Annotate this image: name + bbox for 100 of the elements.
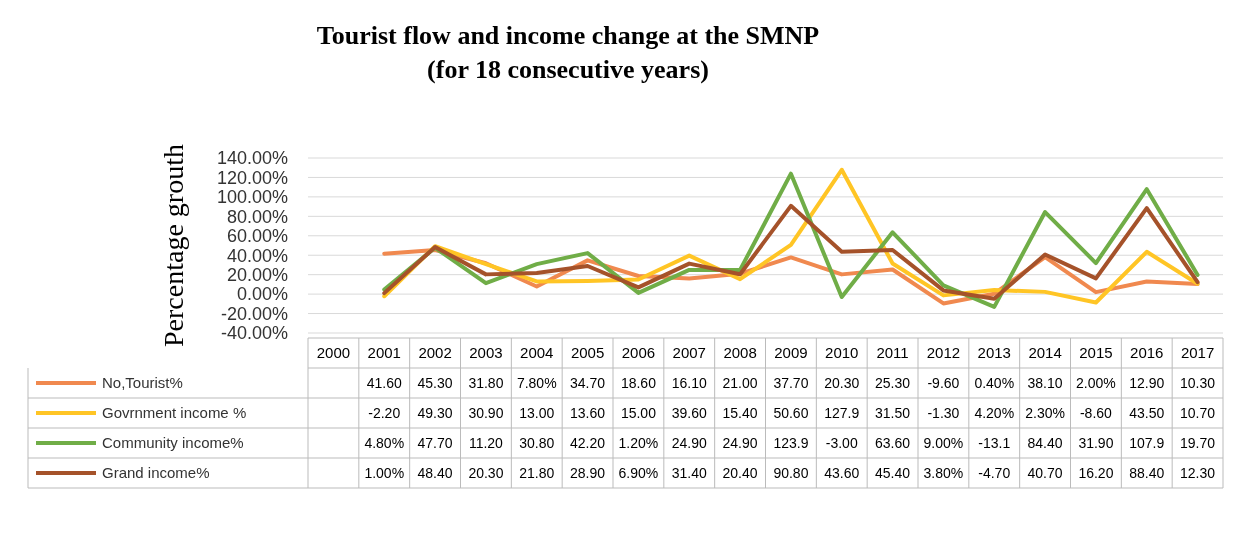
legend-label: Govrnment income % [102,404,247,422]
x-tick-label: 2015 [1079,344,1113,362]
x-tick-label: 2005 [570,344,605,362]
data-label: 16.10 [671,374,707,391]
data-label: -2.20 [368,404,401,421]
x-tick-label: 2009 [774,344,808,362]
x-tick-label: 2006 [621,344,656,362]
data-label: 30.90 [468,404,504,421]
y-tick-label: -40.00% [220,323,288,344]
data-label: 38.10 [1027,374,1063,391]
data-label: 1.20% [618,434,659,451]
data-label: 84.40 [1027,434,1063,451]
data-label: 3.80% [923,464,964,481]
y-tick-label: 120.00% [216,167,288,188]
x-tick-label: 2008 [723,344,757,362]
data-label: 4.20% [974,404,1015,421]
x-tick-label: 2016 [1130,344,1164,362]
data-label: 88.40 [1129,464,1165,481]
x-tick-label: 2013 [977,344,1011,362]
data-label: 21.80 [519,464,555,481]
data-label: 11.20 [468,434,504,451]
data-label: 48.40 [417,464,453,481]
x-tick-label: 2000 [316,344,351,362]
data-label: 41.60 [366,374,402,391]
data-label: 12.30 [1180,464,1216,481]
x-tick-label: 2014 [1028,344,1062,362]
legend-label: Grand income% [102,464,210,482]
data-label: 2.30% [1025,404,1065,421]
y-axis-title: Percentage grouth [158,144,189,347]
x-tick-label: 2001 [367,344,401,362]
data-label: -13.1 [978,434,1011,451]
data-label: 45.30 [417,374,453,391]
y-tick-label: 40.00% [226,245,288,266]
legend-label: Community income% [102,434,244,452]
data-label: 28.90 [570,464,606,481]
data-label: -1.30 [927,404,960,421]
x-tick-label: 2004 [520,344,554,362]
y-tick-label: 60.00% [226,226,288,247]
data-label: 4.80% [364,434,405,451]
chart-subtitle: (for 18 consecutive years) [427,55,709,84]
data-label: 37.70 [773,374,809,391]
data-label: 15.00 [620,404,657,421]
x-tick-label: 2007 [672,344,706,362]
data-label: 18.60 [620,374,657,391]
data-label: 63.60 [875,434,911,451]
data-label: 39.60 [671,404,707,421]
data-label: 43.60 [824,464,860,481]
y-tick-label: 20.00% [226,264,288,285]
data-label: 47.70 [417,434,453,451]
data-label: 123.9 [773,434,809,451]
legend-label: No,Tourist% [102,374,183,392]
x-tick-label: 2003 [469,344,503,362]
data-label: -8.60 [1079,404,1113,421]
y-tick-label: -20.00% [220,303,288,324]
data-label: 13.60 [570,404,606,421]
data-label: 12.90 [1129,374,1165,391]
data-label: 42.20 [570,434,606,451]
x-tick-label: 2011 [876,344,909,362]
data-label: 31.80 [468,374,504,391]
data-label: -3.00 [825,434,858,451]
data-label: 45.40 [875,464,911,481]
data-label: 43.50 [1129,404,1165,421]
data-label: 15.40 [722,404,758,421]
data-label: 16.20 [1078,464,1114,481]
data-label: 24.90 [671,434,707,451]
data-label: 107.9 [1129,434,1165,451]
x-tick-label: 2012 [926,344,961,362]
y-tick-label: 140.00% [216,148,288,169]
data-label: 10.70 [1180,404,1216,421]
data-label: 19.70 [1180,434,1216,451]
x-tick-label: 2017 [1180,344,1215,362]
data-label: 2.00% [1076,374,1116,391]
data-label: 24.90 [722,434,758,451]
x-tick-label: 2002 [418,344,452,362]
y-tick-label: 100.00% [216,187,288,208]
data-label: 50.60 [773,404,809,421]
data-label: 31.40 [671,464,707,481]
data-label: 30.80 [519,434,555,451]
data-label: 10.30 [1180,374,1216,391]
data-label: -9.60 [927,374,960,391]
line-series [382,203,1200,301]
data-label: 25.30 [875,374,911,391]
data-label: 40.70 [1027,464,1063,481]
data-label: 6.90% [618,464,659,481]
data-label: 0.40% [974,374,1015,391]
y-tick-label: 0.00% [236,284,288,305]
data-label: 31.50 [875,404,911,421]
data-label: 1.00% [364,464,405,481]
chart-title: Tourist flow and income change at the SMNP [316,21,820,50]
data-label: 20.30 [468,464,504,481]
data-label: -4.70 [978,464,1011,481]
x-tick-label: 2010 [825,344,859,362]
data-label: 7.80% [516,374,557,391]
data-label: 90.80 [773,464,809,481]
y-tick-label: 80.00% [226,206,288,227]
data-label: 13.00 [519,404,555,421]
data-label: 34.70 [570,374,606,391]
data-label: 127.9 [824,404,860,421]
data-label: 9.00% [923,434,964,451]
data-label: 20.40 [722,464,758,481]
